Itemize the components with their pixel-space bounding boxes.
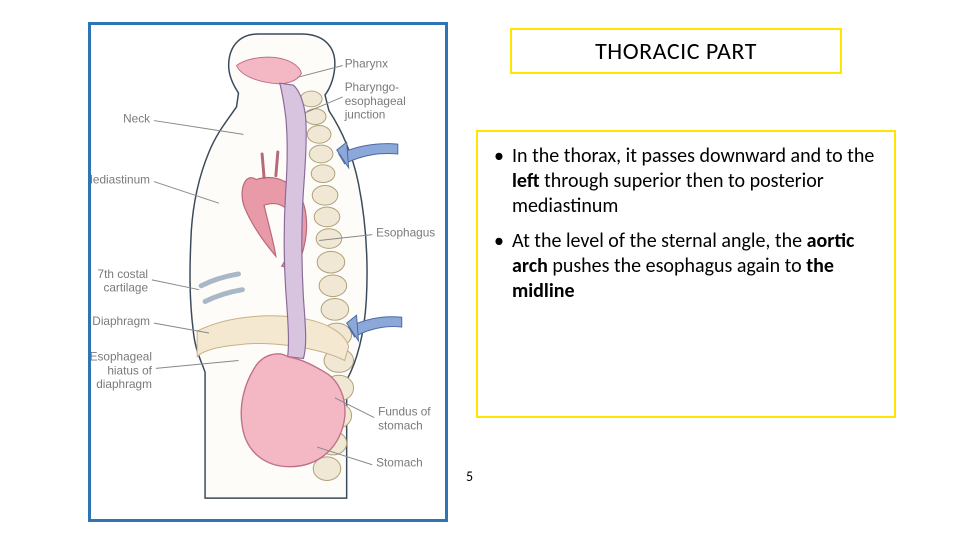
arrow-lower <box>347 315 402 341</box>
diagram-label: hiatus of <box>107 363 152 377</box>
bullet-item: In the thorax, it passes downward and to… <box>490 144 878 219</box>
diagram-label: Stomach <box>376 456 423 470</box>
diagram-label: diaphragm <box>96 377 152 391</box>
page-number: 5 <box>466 468 473 485</box>
diagram-label: stomach <box>378 418 423 432</box>
diagram-label: 7th costal <box>98 267 148 281</box>
diagram-label: cartilage <box>103 281 148 295</box>
diagram-label: Diaphragm <box>92 314 150 328</box>
diagram-label: Pharynx <box>345 56 388 70</box>
anatomy-diagram-frame: Pharynx Pharyngo-esophagealjunction Neck Me… <box>88 22 448 522</box>
bullet-list: In the thorax, it passes downward and to… <box>490 144 878 304</box>
bullet-item: At the level of the sternal angle, the a… <box>490 229 878 304</box>
diagram-label: Mediastinum <box>91 173 150 187</box>
slide: Pharynx Pharyngo-esophagealjunction Neck Me… <box>0 0 960 540</box>
slide-title: THORACIC PART <box>595 37 757 66</box>
anatomy-diagram: Pharynx Pharyngo-esophagealjunction Neck Me… <box>91 25 445 519</box>
diagram-label: Pharyngo- <box>345 80 399 94</box>
diagram-label: esophageal <box>345 94 406 108</box>
diagram-label: Esophageal <box>91 350 152 364</box>
diagram-label: Neck <box>123 112 150 126</box>
diagram-label: Fundus of <box>378 405 431 419</box>
diagram-label: junction <box>344 108 386 122</box>
title-box: THORACIC PART <box>510 28 842 74</box>
content-box: In the thorax, it passes downward and to… <box>476 130 896 418</box>
diagram-label: Esophagus <box>376 226 435 240</box>
arrow-upper <box>337 142 398 168</box>
